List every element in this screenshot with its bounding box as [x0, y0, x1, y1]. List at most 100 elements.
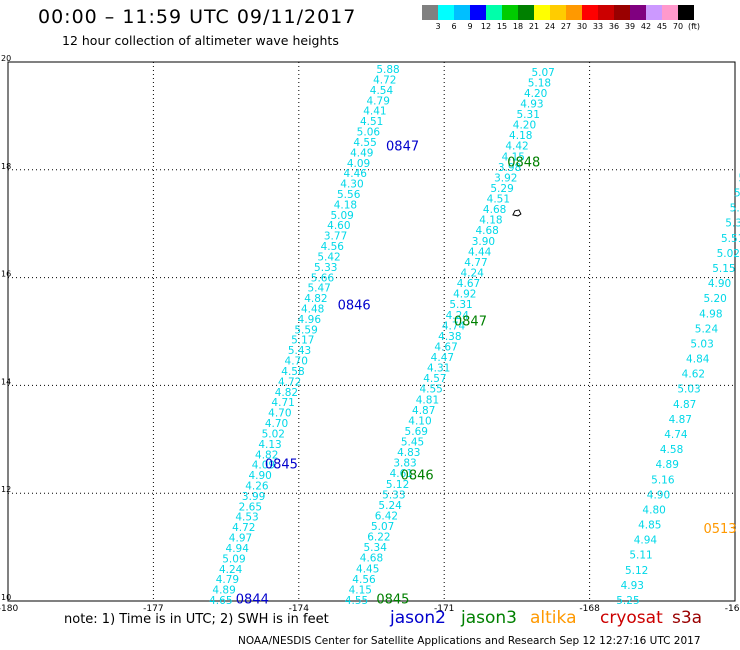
- map-title: 00:00 – 11:59 UTC 09/11/2017: [38, 6, 357, 28]
- wave-height-value: 6.42: [375, 510, 398, 522]
- wave-height-value: 3.92: [494, 172, 517, 184]
- wave-height-value: 4.65: [209, 595, 232, 607]
- wave-height-value: 4.72: [232, 522, 255, 534]
- map-subtitle: 12 hour collection of altimeter wave hei…: [62, 33, 339, 48]
- wave-height-value: 4.96: [298, 314, 322, 326]
- y-tick-label: 10: [1, 593, 11, 602]
- wave-height-color-legend: 3 6 9 12 15 18 21 24 27 30 33 36 39 42 45 70 (ft): [422, 5, 700, 31]
- satellite-cryosat-label: cryosat: [600, 608, 663, 628]
- wave-height-value: 4.57: [423, 373, 446, 385]
- legend-swatch: [630, 5, 646, 20]
- legend-swatch: [422, 5, 438, 20]
- legend-swatch: [662, 5, 678, 20]
- wave-height-value: 5.33: [314, 262, 337, 274]
- wave-height-value: 4.41: [363, 106, 386, 118]
- y-tick-label: 14: [1, 377, 11, 386]
- wave-height-value: 4.87: [412, 405, 435, 417]
- legend-swatch: [614, 5, 630, 20]
- wave-height-value: 5.36: [725, 218, 740, 230]
- pass-time-label: 0845: [265, 458, 298, 473]
- legend-label: 36: [608, 22, 620, 31]
- legend-swatch: [470, 5, 486, 20]
- wave-height-value: 4.85: [638, 520, 661, 532]
- wave-height-value: 4.30: [340, 179, 363, 191]
- wave-height-value: 4.15: [502, 151, 525, 163]
- x-tick-label: -168: [579, 604, 600, 614]
- wave-height-value: 4.70: [285, 356, 308, 368]
- legend-swatch: [454, 5, 470, 20]
- wave-height-value: 4.24: [461, 268, 485, 280]
- wave-height-value: 5.45: [401, 437, 424, 449]
- satellite-jason2-label: jason2: [390, 608, 446, 628]
- wave-height-value: 3.83: [393, 458, 416, 470]
- wave-height-value: 5.02: [717, 248, 740, 260]
- legend-label: 15: [496, 22, 508, 31]
- wave-height-value: 4.70: [265, 418, 288, 430]
- wave-height-value: 5.11: [629, 550, 652, 562]
- wave-height-value: 5.09: [222, 553, 245, 565]
- wave-height-value: 5.43: [288, 345, 311, 357]
- wave-height-value: 4.55: [345, 595, 368, 607]
- wave-height-value: 5.29: [734, 188, 740, 200]
- y-tick-label: 12: [1, 485, 11, 494]
- x-tick-label: -177: [143, 604, 163, 614]
- wave-height-value: 3.98: [498, 162, 521, 174]
- wave-height-value: 4.13: [258, 439, 281, 451]
- wave-height-value: 4.15: [349, 584, 372, 596]
- wave-height-value: 5.24: [730, 203, 740, 215]
- wave-height-value: 5.12: [625, 565, 648, 577]
- wave-height-value: 4.46: [344, 168, 368, 180]
- wave-height-value: 4.90: [647, 489, 670, 501]
- legend-label: 21: [528, 22, 540, 31]
- wave-height-value: 4.70: [268, 408, 291, 420]
- wave-height-value: 5.25: [616, 595, 639, 607]
- wave-height-value: 4.94: [226, 543, 250, 555]
- legend-swatch: [678, 5, 694, 20]
- legend-unit: (ft): [688, 22, 701, 31]
- satellite-s3a-label: s3a: [672, 608, 703, 628]
- legend-label: 12: [480, 22, 492, 31]
- wave-height-value: 5.31: [449, 299, 472, 311]
- pass-time-label: 0844: [236, 592, 269, 607]
- wave-height-value: 4.55: [419, 384, 442, 396]
- wave-height-value: 4.72: [373, 74, 396, 86]
- wave-height-value: 5.56: [337, 189, 361, 201]
- wave-height-value: 5.02: [262, 428, 285, 440]
- legend-label: 30: [576, 22, 588, 31]
- wave-height-value: 6.22: [367, 532, 390, 544]
- wave-height-value: 4.61: [390, 468, 413, 480]
- pass-time-label: 0846: [338, 299, 371, 314]
- wave-height-value: 3.90: [472, 236, 495, 248]
- legend-swatch: [646, 5, 662, 20]
- wave-height-value: 4.31: [427, 363, 450, 375]
- legend-label: 3: [435, 22, 441, 31]
- wave-height-value: 4.82: [255, 449, 278, 461]
- wave-height-value: 4.68: [483, 204, 506, 216]
- wave-height-value: 4.68: [475, 225, 498, 237]
- wave-height-value: 4.53: [235, 512, 258, 524]
- x-tick-label: -165: [725, 604, 740, 614]
- wave-height-value: 4.67: [434, 341, 457, 353]
- wave-height-value: 5.06: [357, 127, 381, 139]
- pass-time-label: 0846: [401, 468, 434, 483]
- wave-height-value: 4.51: [487, 194, 510, 206]
- wave-height-value: 5.42: [317, 251, 340, 263]
- wave-height-value: 4.48: [301, 304, 324, 316]
- wave-height-value: 4.09: [347, 158, 370, 170]
- wave-height-value: 4.51: [360, 116, 383, 128]
- legend-label: 70: [672, 22, 684, 31]
- wave-height-value: 5.09: [330, 210, 353, 222]
- wave-height-value: 4.24: [446, 310, 470, 322]
- legend-label: 27: [560, 22, 572, 31]
- x-tick-label: -174: [289, 604, 310, 614]
- legend-label: 45: [656, 22, 668, 31]
- pass-time-label: 0847: [386, 140, 419, 155]
- legend-label: 33: [592, 22, 604, 31]
- footer-note: note: 1) Time is in UTC; 2) SWH is in fe…: [64, 612, 329, 627]
- wave-height-value: 4.58: [281, 366, 304, 378]
- wave-height-value: 5.33: [382, 489, 405, 501]
- pass-time-label: 0847: [454, 315, 487, 330]
- wave-height-value: 5.16: [651, 474, 675, 486]
- wave-height-value: 4.83: [397, 447, 420, 459]
